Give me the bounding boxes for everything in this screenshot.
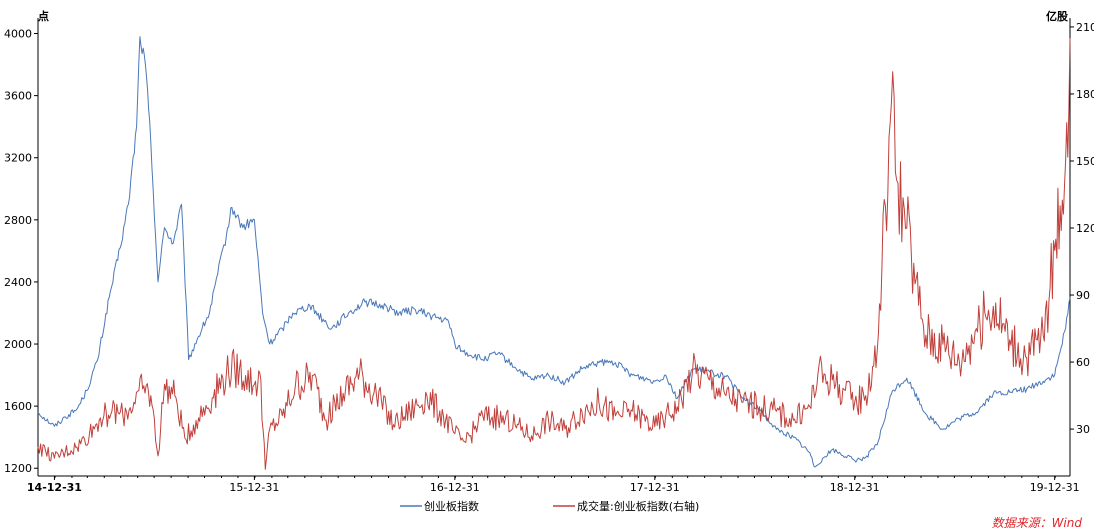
right-axis-unit: 亿股 [1046,9,1069,23]
left-y-tick-label: 3200 [4,152,32,165]
left-y-tick-label: 4000 [4,28,32,41]
legend-label-index: 创业板指数 [424,499,479,513]
right-y-tick-label: 180 [1076,88,1094,101]
axes [37,18,1071,477]
x-tick-label: 19-12-31 [1030,481,1080,494]
legend: 创业板指数 成交量:创业板指数(右轴) [400,499,699,513]
right-y-tick-label: 150 [1076,155,1094,168]
right-y-ticks: 30 60 90 120 150 180 210 [1070,21,1094,436]
x-tick-label: 17-12-31 [630,481,680,494]
left-y-tick-label: 2800 [4,214,32,227]
right-y-tick-label: 210 [1076,21,1094,34]
volume-series-line [37,38,1071,470]
right-y-tick-label: 120 [1076,222,1094,235]
left-y-tick-label: 1200 [4,462,32,475]
right-y-tick-label: 60 [1076,356,1090,369]
index-series-line [37,36,1071,468]
left-y-tick-label: 3600 [4,90,32,103]
x-tick-label: 14-12-31 [27,481,82,494]
legend-label-volume: 成交量:创业板指数(右轴) [577,499,699,513]
left-y-tick-label: 1600 [4,400,32,413]
x-tick-label: 16-12-31 [430,481,480,494]
right-y-tick-label: 30 [1076,423,1090,436]
x-ticks: 14-12-31 15-12-31 16-12-31 17-12-31 18-12-31… [27,476,1080,494]
x-tick-label: 15-12-31 [229,481,279,494]
source-note: 数据来源：Wind [992,516,1083,530]
x-tick-label: 18-12-31 [830,481,880,494]
series-group [37,36,1071,470]
right-y-tick-label: 90 [1076,289,1090,302]
left-y-tick-label: 2400 [4,276,32,289]
left-y-tick-label: 2000 [4,338,32,351]
left-y-ticks: 1200 1600 2000 2400 2800 3200 3600 4000 [4,28,38,475]
left-axis-unit: 点 [38,9,49,23]
